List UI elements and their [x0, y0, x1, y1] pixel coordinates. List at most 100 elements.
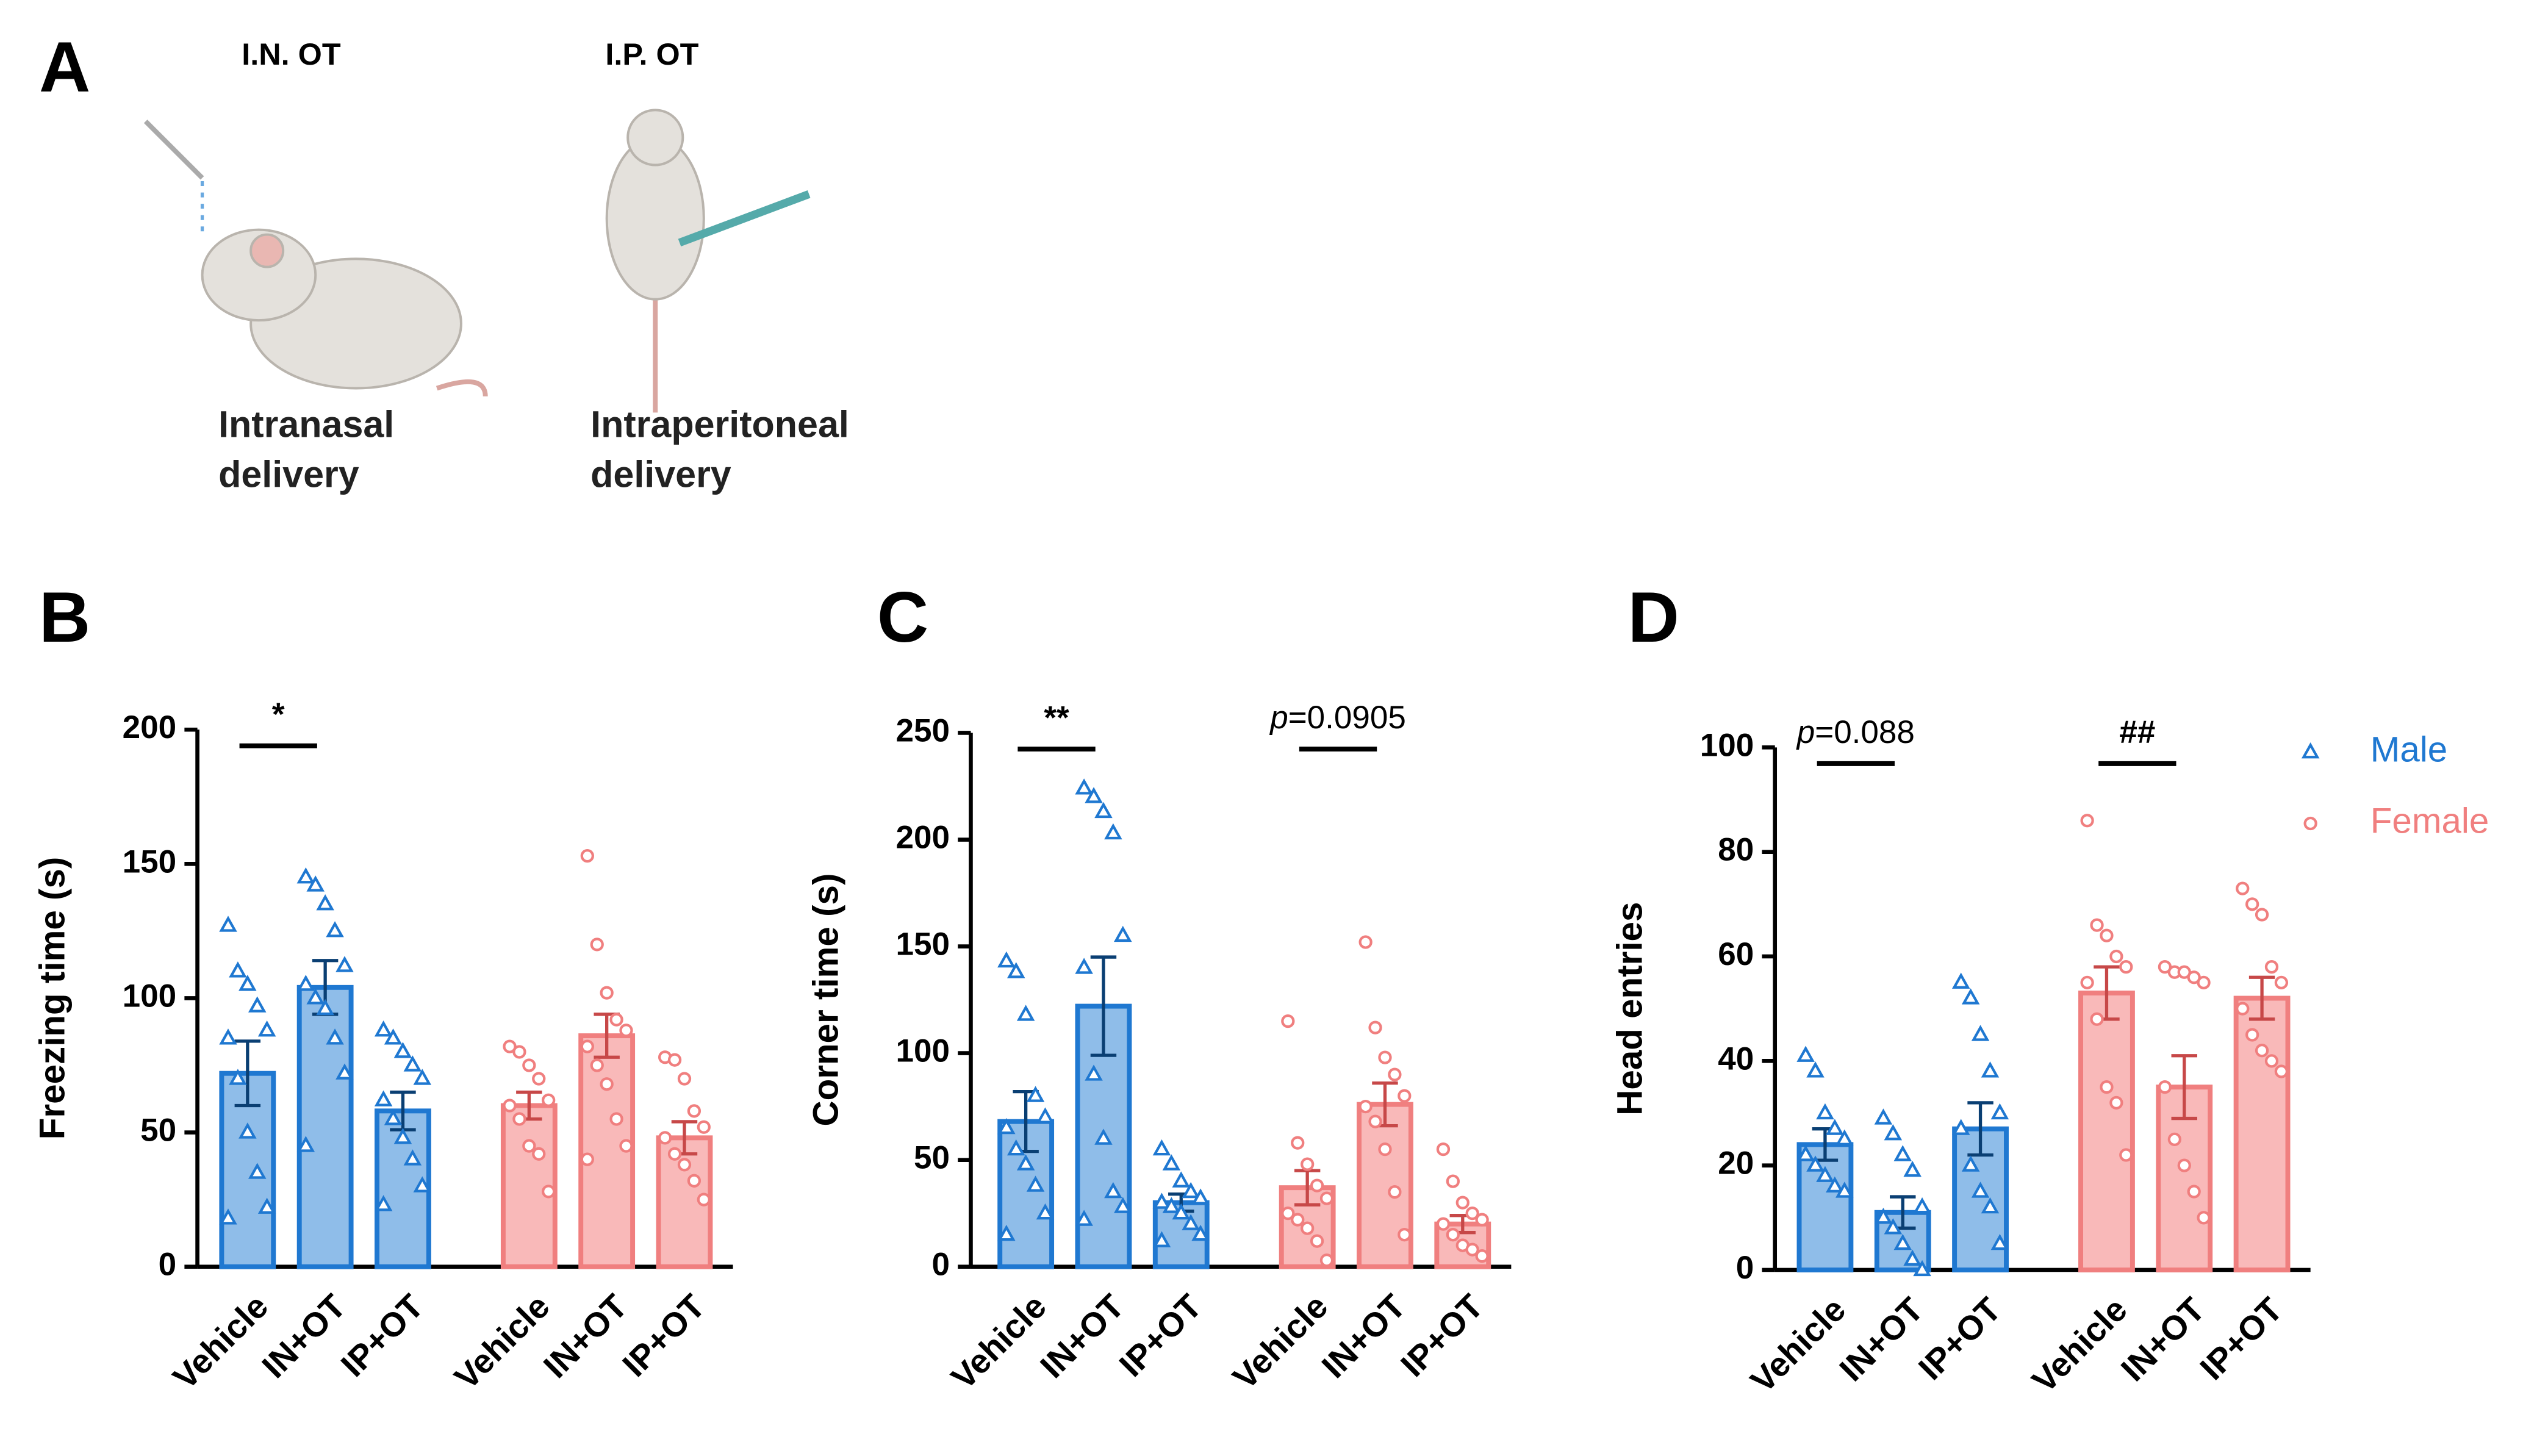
data-point — [2109, 1096, 2123, 1110]
data-point — [1152, 1139, 1171, 1156]
legend-marker — [2301, 742, 2320, 759]
y-tick-label: 100 — [895, 1033, 949, 1069]
data-point — [1162, 1154, 1181, 1171]
data-point — [239, 975, 257, 991]
treatment-title: I.N. OT — [242, 37, 341, 71]
data-point — [1182, 1182, 1200, 1199]
data-point — [1475, 1213, 1489, 1227]
data-point — [2274, 1064, 2289, 1078]
data-point — [336, 1063, 354, 1080]
data-point — [1398, 1228, 1412, 1242]
x-tick-label: IP+OT — [1911, 1290, 2008, 1387]
data-point — [1436, 1142, 1451, 1157]
data-point — [1104, 1182, 1122, 1199]
data-point — [316, 999, 334, 1016]
data-point — [1301, 1221, 1315, 1235]
data-point — [1913, 1260, 1931, 1277]
data-point — [1036, 1203, 1055, 1220]
data-point — [2264, 1054, 2279, 1068]
data-point — [296, 975, 315, 991]
x-tick-label: IP+OT — [334, 1287, 431, 1384]
data-point — [2100, 1080, 2114, 1094]
y-axis-label: Freezing time (s) — [33, 857, 73, 1140]
data-point — [306, 875, 325, 892]
data-point — [1951, 972, 1970, 989]
data-point — [384, 1109, 403, 1125]
data-point — [2090, 1012, 2104, 1026]
data-point — [1903, 1249, 1922, 1266]
data-point — [1104, 823, 1122, 840]
data-point — [2080, 814, 2094, 828]
treatment-caption: delivery — [590, 454, 731, 495]
legend-label: Male — [2370, 730, 2447, 770]
data-point — [1152, 1231, 1171, 1247]
data-point — [2197, 975, 2211, 989]
data-point — [687, 1174, 702, 1188]
data-point — [512, 1112, 526, 1126]
data-point — [1319, 1253, 1334, 1268]
data-point — [609, 1013, 623, 1027]
y-axis-label: Corner time (s) — [806, 873, 845, 1127]
data-point — [997, 1224, 1016, 1241]
data-point — [326, 921, 344, 938]
data-point — [239, 1122, 257, 1139]
data-point — [403, 1055, 422, 1072]
data-point — [1358, 935, 1373, 949]
data-point — [667, 1147, 682, 1161]
data-point — [1961, 1155, 1980, 1172]
x-tick-label: IP+OT — [1393, 1287, 1490, 1384]
data-point — [1446, 1228, 1460, 1242]
data-point — [2236, 1002, 2250, 1016]
y-tick-label: 40 — [1718, 1041, 1754, 1077]
data-point — [2119, 1148, 2133, 1162]
data-point — [580, 1039, 594, 1053]
y-tick-label: 50 — [914, 1140, 950, 1176]
data-point — [1388, 1067, 1402, 1081]
data-point — [1874, 1208, 1893, 1224]
data-point — [1475, 1249, 1489, 1263]
data-point — [2255, 908, 2269, 922]
data-point — [413, 1069, 432, 1085]
bar — [500, 1103, 558, 1269]
data-point — [1884, 1124, 1903, 1141]
data-point — [1455, 1196, 1469, 1210]
data-point — [1971, 1025, 1990, 1041]
data-point — [1281, 1207, 1295, 1221]
data-point — [1075, 958, 1093, 974]
data-point — [1191, 1224, 1210, 1241]
data-point — [2255, 1044, 2269, 1058]
treatment-caption: Intraperitoneal — [590, 403, 849, 445]
x-tick-label: Vehicle — [2025, 1290, 2134, 1400]
data-point — [1172, 1171, 1191, 1188]
data-point — [1301, 1157, 1315, 1171]
significance-label: ** — [1044, 700, 1069, 736]
data-point — [1913, 1197, 1931, 1214]
data-point — [619, 1024, 633, 1038]
data-point — [997, 1117, 1016, 1135]
data-point — [219, 1028, 237, 1045]
bar — [1357, 1102, 1413, 1269]
y-axis-label: Head entries — [1610, 902, 1650, 1116]
data-point — [374, 1020, 393, 1037]
data-point — [1094, 802, 1113, 819]
data-point — [2109, 949, 2123, 964]
data-point — [219, 1208, 237, 1225]
mouse-intraperitoneal — [605, 109, 811, 413]
data-point — [667, 1053, 682, 1067]
data-point — [542, 1093, 556, 1107]
data-point — [413, 1176, 432, 1192]
data-point — [1026, 1086, 1045, 1102]
data-point — [1085, 1064, 1103, 1081]
data-point — [1835, 1182, 1854, 1198]
data-point — [1319, 1191, 1334, 1205]
panel-label: C — [877, 577, 928, 657]
error-bar — [1967, 1101, 1993, 1157]
data-point — [1291, 1136, 1305, 1150]
data-point — [326, 1028, 344, 1045]
x-tick-label: IN+OT — [1832, 1290, 1931, 1388]
data-point — [2080, 975, 2094, 989]
data-point — [1961, 988, 1980, 1005]
data-point — [1114, 925, 1132, 942]
data-point — [1291, 1213, 1305, 1227]
